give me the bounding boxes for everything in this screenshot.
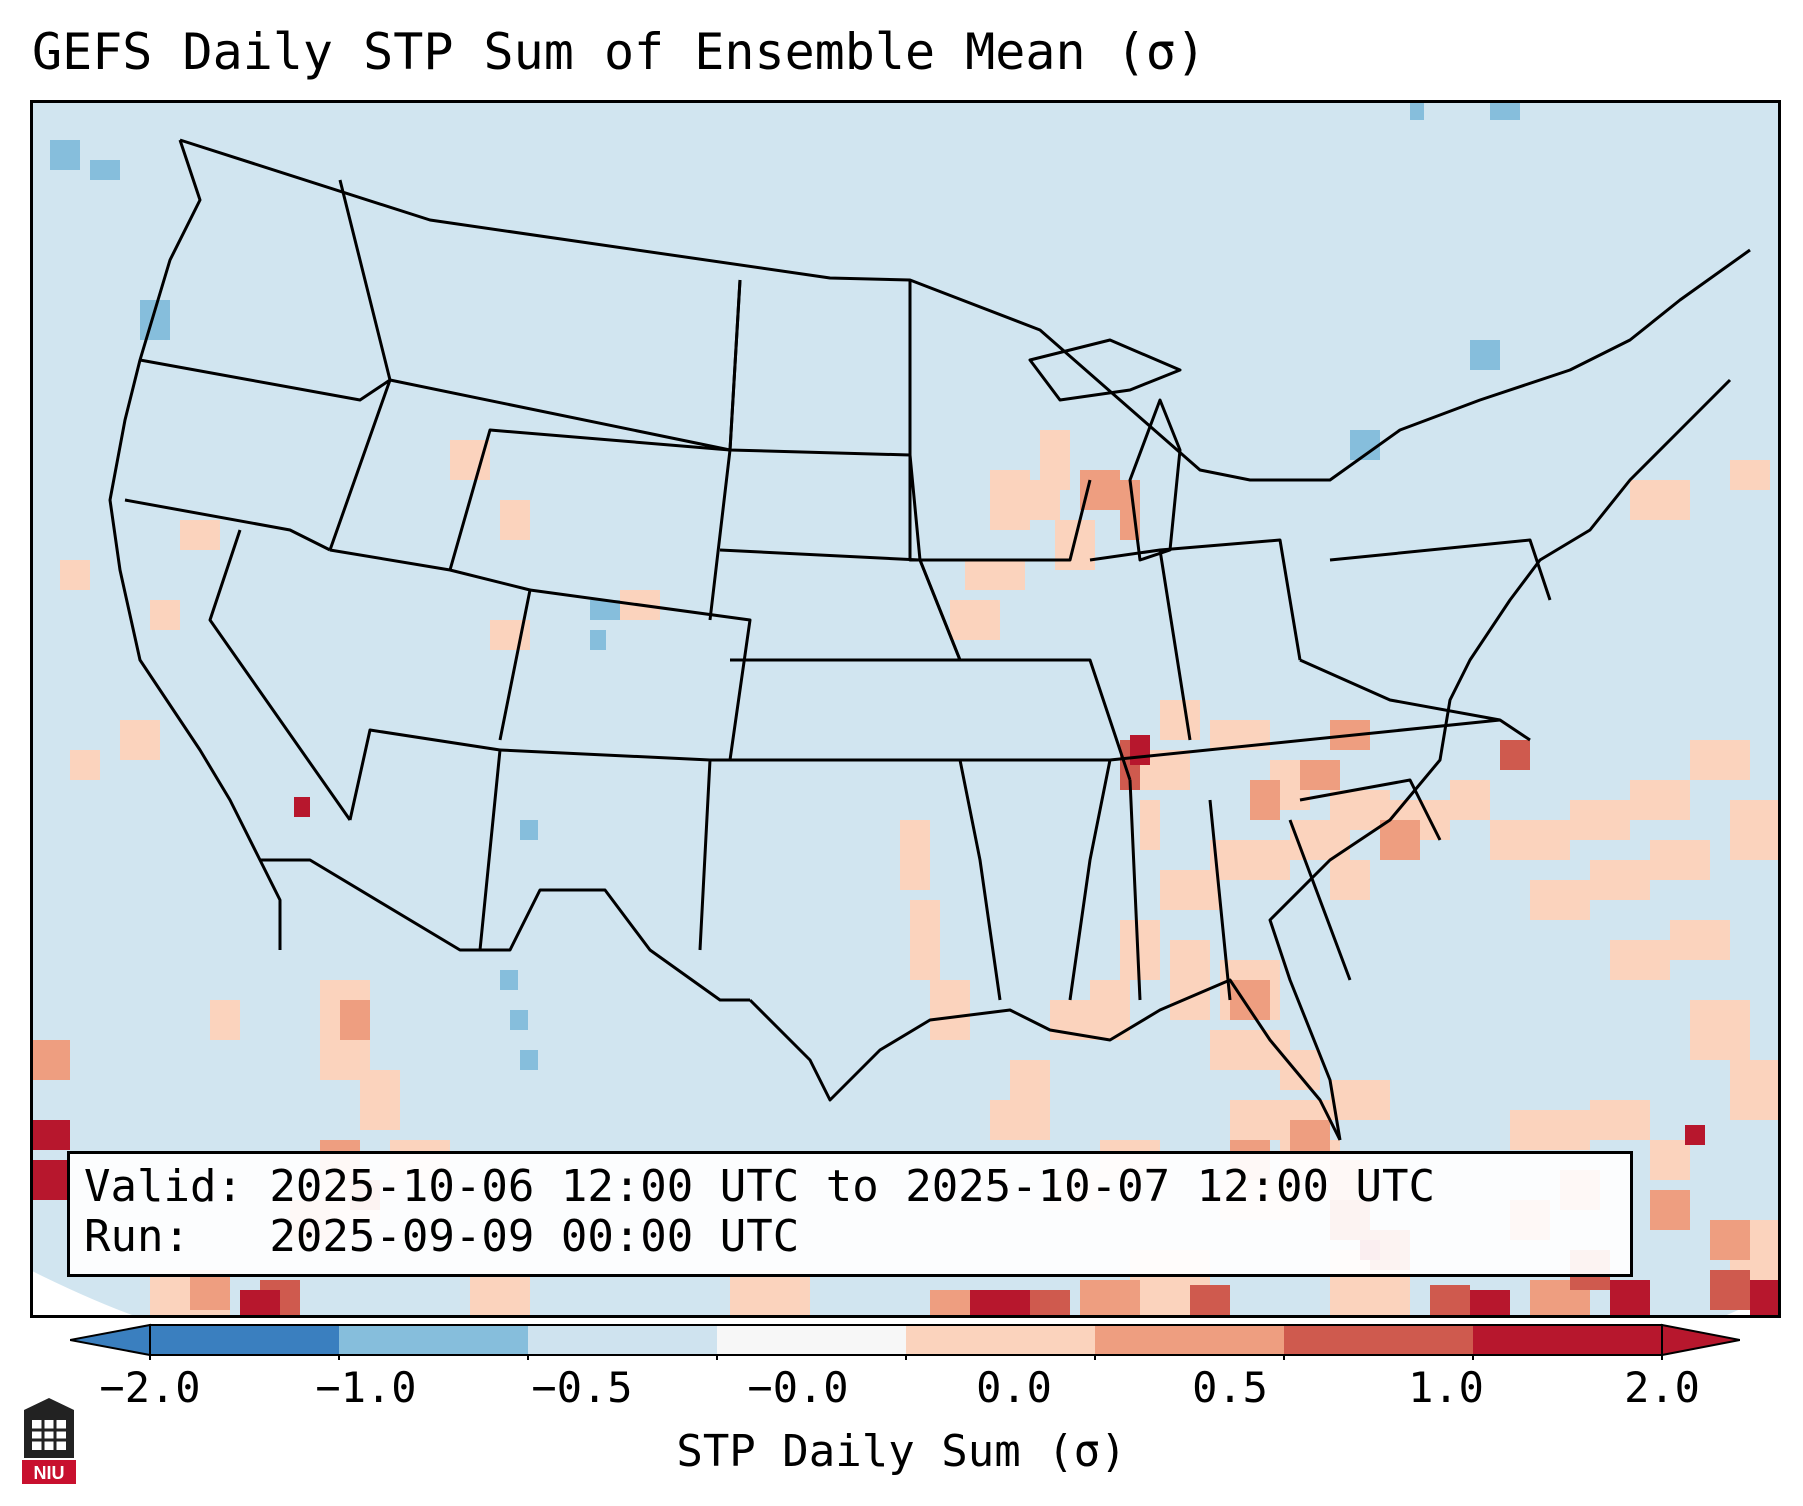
map-panel <box>30 100 1781 1318</box>
mexico-border <box>260 858 750 1002</box>
projection-edge-left <box>30 1270 140 1318</box>
colorbar <box>70 1323 1740 1360</box>
university-tower-icon: NIU <box>22 1398 76 1484</box>
map-title: GEFS Daily STP Sum of Ensemble Mean (σ) <box>32 23 1206 81</box>
border-or-ca-nv <box>124 498 331 552</box>
us-canada-border <box>179 138 1751 482</box>
lake-michigan <box>1128 398 1182 562</box>
valid-run-legend: Valid: 2025-10-06 12:00 UTC to 2025-10-0… <box>67 1151 1633 1277</box>
border-az <box>348 728 502 951</box>
colorbar-segment <box>150 1325 340 1355</box>
border-mn <box>908 280 1092 562</box>
colorbar-segment <box>906 1325 1096 1355</box>
colorbar-tick-label: −0.5 <box>531 1363 633 1412</box>
colorbar-tick-label: −0.0 <box>747 1363 849 1412</box>
border-pa-ny <box>1329 538 1552 601</box>
state-borders <box>108 138 1751 1141</box>
logo-text: NIU <box>34 1463 65 1483</box>
colorbar-extend-high <box>1661 1323 1740 1357</box>
border-ia-mo <box>918 559 1132 781</box>
colorbar-tick-label: 2.0 <box>1624 1363 1700 1412</box>
border-co <box>529 588 752 761</box>
colorbar-segment <box>339 1325 529 1355</box>
colorbar-tick-label: −1.0 <box>315 1363 417 1412</box>
gulf-coast <box>748 978 1342 1141</box>
border-oh <box>1159 538 1302 661</box>
border-va <box>1299 658 1501 722</box>
stp-anomaly-cells <box>60 430 1781 1318</box>
border-wy <box>448 428 732 621</box>
border-ut <box>329 548 532 741</box>
map-background <box>30 100 1781 1318</box>
border-ar-la <box>960 758 1112 1001</box>
run-time-text: Run: 2025-09-09 00:00 UTC <box>84 1211 800 1262</box>
colorbar-segment <box>1473 1325 1663 1355</box>
map-frame <box>30 100 1781 1318</box>
lake-superior <box>1028 338 1182 402</box>
colorbar-segment <box>1095 1325 1285 1355</box>
east-coast <box>1268 378 1732 1141</box>
border-ok-tx <box>710 758 1002 1001</box>
colorbar-segment <box>1284 1325 1474 1355</box>
stp-negative-cells <box>50 100 1520 1070</box>
colorbar-extend-low <box>70 1323 151 1357</box>
colorbar-segment <box>717 1325 907 1355</box>
colorbar-tick-label: 0.0 <box>976 1363 1052 1412</box>
border-ms-al-ga <box>1128 779 1352 1001</box>
colorbar-tick-label: 1.0 <box>1408 1363 1484 1412</box>
border-wa-or <box>139 358 391 402</box>
colorbar-tick-label: −2.0 <box>99 1363 201 1412</box>
colorbar-tick-label: 0.5 <box>1192 1363 1268 1412</box>
colorbar-label: STP Daily Sum (σ) <box>676 1426 1127 1477</box>
border-nv-ca <box>208 529 352 821</box>
border-nc-sc <box>1299 778 1442 841</box>
colorbar-segment <box>528 1325 718 1355</box>
valid-time-text: Valid: 2025-10-06 12:00 UTC to 2025-10-0… <box>84 1161 1436 1212</box>
